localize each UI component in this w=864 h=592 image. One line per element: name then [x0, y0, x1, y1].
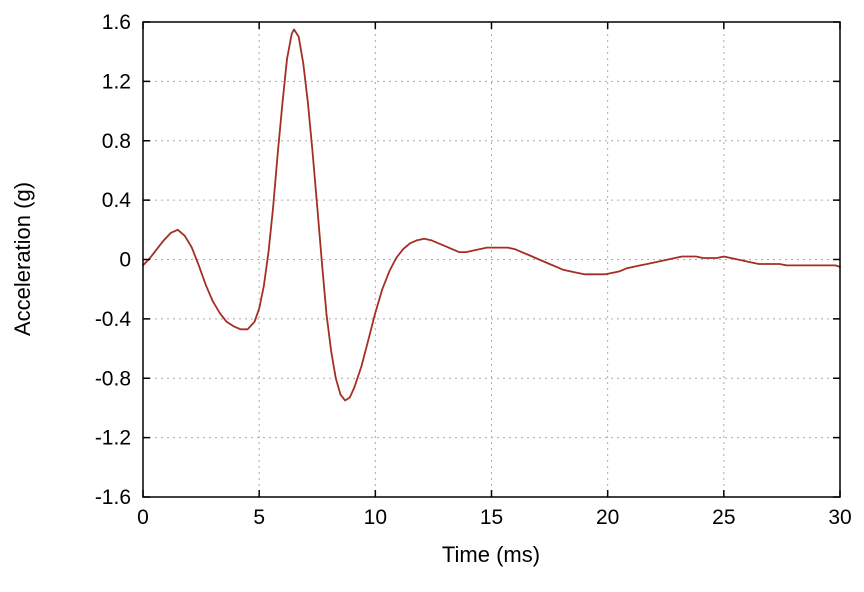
y-tick-label: -0.4	[95, 308, 132, 331]
series-line-acceleration	[142, 28, 841, 402]
x-tick-label: 10	[364, 506, 387, 529]
x-tick-label: 5	[253, 506, 265, 529]
tick-labels: 0 5 10 15 20 25 30 -1.6 -1.2 -0.8 -0.4 0 0.4 0.8 1.2 1.…	[95, 11, 852, 529]
gridlines	[143, 22, 840, 497]
x-axis-label: Time (ms)	[442, 542, 540, 567]
y-tick-label: 0.8	[102, 130, 131, 153]
x-tick-label: 30	[828, 506, 851, 529]
y-tick-label: -1.2	[95, 427, 131, 450]
x-tick-label: 20	[596, 506, 619, 529]
y-tick-label: 1.6	[102, 11, 131, 34]
axis-ticks	[142, 21, 841, 498]
data-series	[142, 28, 841, 402]
y-tick-label: 0.4	[102, 189, 132, 212]
y-axis-label: Acceleration (g)	[10, 182, 35, 336]
x-tick-label: 25	[712, 506, 735, 529]
x-tick-label: 0	[137, 506, 149, 529]
y-tick-label: -0.8	[95, 367, 131, 390]
x-tick-label: 15	[480, 506, 503, 529]
y-tick-label: -1.6	[95, 486, 131, 509]
y-tick-label: 0	[119, 249, 131, 272]
y-tick-label: 1.2	[102, 70, 131, 93]
